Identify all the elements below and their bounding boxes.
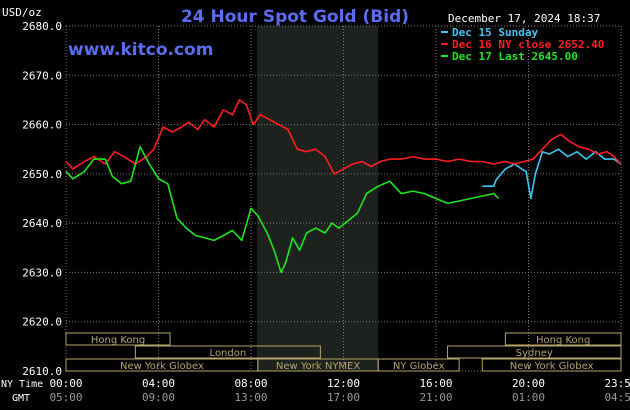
y-tick-label: 2620.0: [22, 316, 62, 329]
series-line-1: [65, 99, 622, 175]
x-tick-label-ny: 16:00: [419, 377, 452, 390]
series-line-0: [482, 148, 622, 200]
y-axis-ticks: 2680.0 2670.0 2660.0 2650.0 2640.0 2630.0 2620…: [22, 20, 62, 378]
x-tick-label-gmt: 01:00: [512, 391, 545, 404]
x-tick-label-ny: 04:00: [142, 377, 175, 390]
y-tick-label: 2670.0: [22, 69, 62, 82]
y-axis-label: USD/oz: [2, 6, 42, 19]
x-tick-label-ny: 00:00: [49, 377, 82, 390]
session-label: Hong Kong: [91, 335, 145, 346]
series-line-2: [65, 146, 499, 274]
session-box: [481, 358, 622, 372]
y-tick-label: 2650.0: [22, 168, 62, 181]
session-label: NY Globex: [393, 361, 445, 372]
nymex-session-shade: [256, 26, 379, 371]
session-box: [65, 332, 171, 346]
x-tick-label-ny: 23:59: [604, 377, 630, 390]
market-sessions: Hong Kong Hong Kong London Sydney New York G…: [65, 332, 622, 372]
x-tick-label-gmt: 17:00: [327, 391, 360, 404]
legend-entry: Dec 15 Sunday: [452, 26, 538, 39]
x-axis-ticks: 00:00 04:00 08:00 12:00 16:00 20:00 23:59 05:00…: [49, 377, 630, 404]
gmt-label: GMT: [12, 393, 30, 404]
x-tick-label-gmt: 04:59: [604, 391, 630, 404]
x-tick-label-ny: 12:00: [327, 377, 360, 390]
session-box: [377, 358, 460, 372]
y-tick-label: 2660.0: [22, 119, 62, 132]
y-tick-label: 2680.0: [22, 20, 62, 33]
chart-title: 24 Hour Spot Gold (Bid): [181, 7, 409, 27]
x-tick-label-ny: 20:00: [512, 377, 545, 390]
session-label: New York Globex: [120, 361, 204, 372]
ny-time-label: NY Time: [1, 379, 43, 390]
session-box: [447, 345, 622, 359]
session-box: [134, 345, 321, 359]
price-series: [65, 99, 622, 274]
session-label: London: [210, 348, 247, 359]
legend-entry: Dec 16 NY close 2652.40: [452, 38, 604, 51]
y-tick-label: 2630.0: [22, 266, 62, 279]
session-label: Sydney: [516, 348, 553, 359]
session-label: New York NYMEX: [276, 361, 361, 372]
x-tick-label-gmt: 13:00: [234, 391, 267, 404]
x-tick-label-gmt: 09:00: [142, 391, 175, 404]
y-tick-label: 2640.0: [22, 217, 62, 230]
session-box: [504, 332, 622, 346]
x-tick-label-ny: 08:00: [234, 377, 267, 390]
y-tick-label: 2610.0: [22, 365, 62, 378]
session-label: New York Globex: [510, 361, 594, 372]
timestamp: December 17, 2024 18:37: [448, 12, 600, 25]
session-label: Hong Kong: [536, 335, 590, 346]
watermark: www.kitco.com: [68, 40, 213, 60]
x-tick-label-gmt: 05:00: [49, 391, 82, 404]
legend-entry: Dec 17 Last 2645.00: [452, 50, 578, 63]
x-tick-label-gmt: 21:00: [419, 391, 452, 404]
